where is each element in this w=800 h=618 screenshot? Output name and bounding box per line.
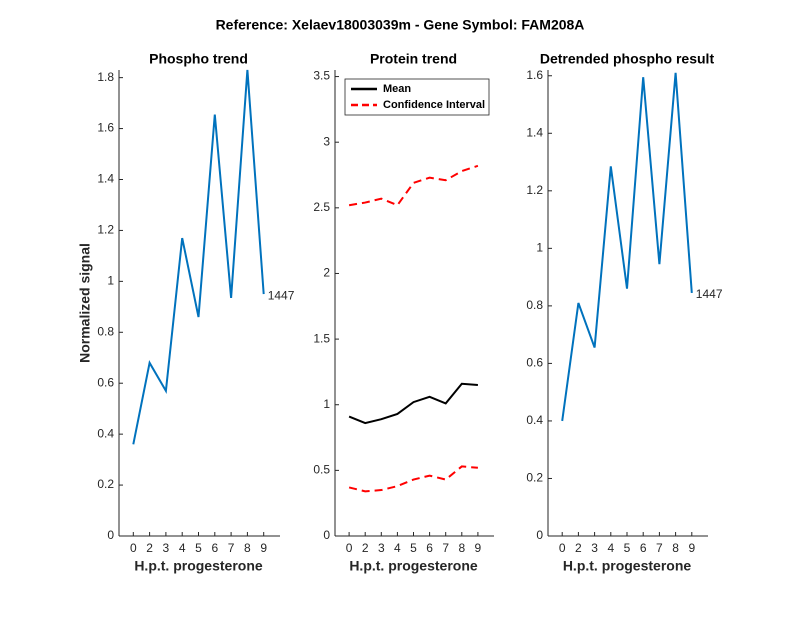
x-tick-label: 9: [688, 541, 695, 555]
legend-label: Confidence Interval: [383, 99, 485, 111]
x-tick-label: 8: [672, 541, 679, 555]
x-tick-label: 0: [559, 541, 566, 555]
y-tick-label: 1: [323, 397, 330, 411]
x-tick-label: 3: [591, 541, 598, 555]
series-line: [132, 69, 265, 445]
x-axis-label: H.p.t. progesterone: [134, 558, 263, 574]
panel-title: Phospho trend: [149, 51, 248, 67]
x-tick-label: 2: [362, 541, 369, 555]
y-axis-label: Normalized signal: [77, 243, 93, 363]
x-tick-label: 2: [575, 541, 582, 555]
y-tick-label: 1.5: [313, 331, 330, 345]
y-tick-label: 0: [323, 528, 330, 542]
x-tick-label: 2: [146, 541, 153, 555]
y-tick-label: 1.8: [97, 70, 114, 84]
series-line: [561, 72, 693, 422]
annotation: 1447: [696, 287, 723, 301]
y-tick-label: 3: [323, 134, 330, 148]
y-tick-label: 0.2: [97, 477, 114, 491]
x-tick-label: 9: [475, 541, 482, 555]
y-tick-label: 0.6: [97, 375, 114, 389]
x-axis-label: H.p.t. progesterone: [349, 558, 478, 574]
x-tick-label: 8: [244, 541, 251, 555]
x-tick-label: 7: [228, 541, 235, 555]
x-tick-label: 8: [458, 541, 465, 555]
y-tick-label: 1: [536, 241, 543, 255]
series-line: [348, 465, 478, 493]
y-tick-label: 1.4: [97, 172, 114, 186]
y-tick-label: 0.8: [97, 324, 114, 338]
y-tick-label: 1.2: [97, 223, 114, 237]
y-tick-label: 0.6: [526, 356, 543, 370]
x-tick-label: 0: [346, 541, 353, 555]
legend-box: [344, 78, 490, 116]
y-tick-label: 1: [107, 274, 114, 288]
x-tick-label: 5: [624, 541, 631, 555]
x-tick-label: 7: [656, 541, 663, 555]
x-tick-label: 4: [607, 541, 614, 555]
y-tick-label: 1.6: [526, 68, 543, 82]
panel-title: Protein trend: [370, 51, 457, 67]
y-tick-label: 1.4: [526, 125, 543, 139]
x-tick-label: 4: [179, 541, 186, 555]
x-tick-label: 3: [378, 541, 385, 555]
x-tick-label: 5: [195, 541, 202, 555]
y-tick-label: 2: [323, 266, 330, 280]
x-axis-label: H.p.t. progesterone: [563, 558, 692, 574]
x-tick-label: 3: [163, 541, 170, 555]
annotation: 1447: [268, 288, 295, 302]
x-tick-label: 5: [410, 541, 417, 555]
y-tick-label: 0: [107, 528, 114, 542]
y-tick-label: 1.6: [97, 121, 114, 135]
x-tick-label: 0: [130, 541, 137, 555]
y-tick-label: 0.4: [526, 413, 543, 427]
series-line: [348, 382, 478, 425]
y-tick-label: 0.4: [97, 426, 114, 440]
series-line: [348, 164, 479, 207]
x-tick-label: 7: [442, 541, 449, 555]
x-tick-label: 4: [394, 541, 401, 555]
legend-label: Mean: [383, 83, 411, 95]
y-tick-label: 1.2: [526, 183, 543, 197]
panel-title: Detrended phospho result: [540, 51, 715, 67]
x-tick-label: 6: [640, 541, 647, 555]
x-tick-label: 6: [211, 541, 218, 555]
x-tick-label: 6: [426, 541, 433, 555]
y-tick-label: 3.5: [313, 69, 330, 83]
y-tick-label: 0.2: [526, 471, 543, 485]
y-tick-label: 0.8: [526, 298, 543, 312]
y-tick-label: 0: [536, 528, 543, 542]
y-tick-label: 0.5: [313, 463, 330, 477]
x-tick-label: 9: [260, 541, 267, 555]
y-tick-label: 2.5: [313, 200, 330, 214]
figure-title: Reference: Xelaev18003039m - Gene Symbol…: [216, 17, 585, 33]
